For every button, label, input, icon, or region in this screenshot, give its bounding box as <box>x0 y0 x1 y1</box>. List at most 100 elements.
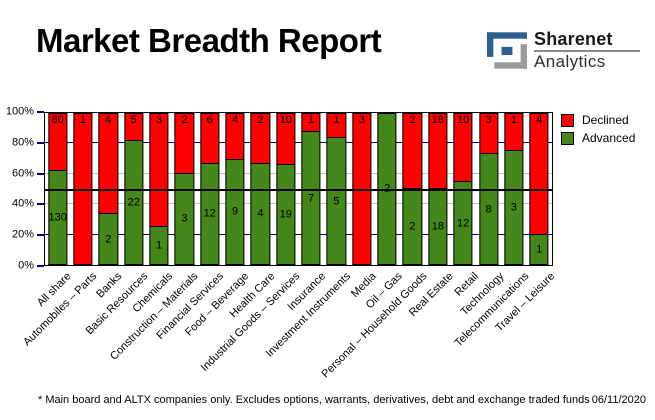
declined-count-label: 1 <box>333 114 340 126</box>
declined-segment <box>478 113 499 155</box>
stacked-bar-16: 18 18 <box>428 113 448 265</box>
bar-slot: 80 130 <box>45 113 70 265</box>
report-date: 06/11/2020 <box>591 394 646 406</box>
gridline-20 <box>45 233 552 235</box>
y-axis-tick-marks <box>37 111 44 267</box>
legend-item-advanced: Advanced <box>561 131 635 145</box>
x-axis-category-labels: All share Automobiles – Parts Banks Basic R… <box>21 268 557 398</box>
advanced-segment <box>301 132 321 265</box>
advanced-segment <box>98 214 118 265</box>
declined-segment <box>200 113 220 164</box>
advanced-count-label: 18 <box>431 220 444 233</box>
y-tick-0 <box>37 265 44 267</box>
advanced-count-label: 8 <box>485 203 492 216</box>
declined-segment <box>301 113 321 132</box>
bar-slot: 5 22 <box>121 113 146 265</box>
advanced-count-label: 7 <box>308 192 315 204</box>
advanced-color-swatch <box>561 131 574 145</box>
legend-item-declined: Declined <box>561 113 635 127</box>
gridline-80 <box>45 142 552 144</box>
footnote: * Main board and ALTX companies only. Ex… <box>38 394 590 406</box>
gridline-60 <box>45 172 552 174</box>
sharenet-logo-text: Sharenet Analytics <box>534 30 640 71</box>
declined-count-label: 18 <box>431 114 444 126</box>
logo-divider <box>534 50 640 52</box>
declined-segment <box>149 113 169 227</box>
declined-color-swatch <box>561 113 574 127</box>
advanced-segment <box>529 234 549 265</box>
declined-count-label: 80 <box>51 114 64 126</box>
advanced-count-label: 22 <box>127 196 140 209</box>
advanced-segment <box>478 154 499 265</box>
declined-segment <box>326 113 347 139</box>
fifty-percent-reference-line <box>45 189 552 191</box>
y-tick-label-0: 0% <box>18 259 34 272</box>
logo-subname: Analytics <box>534 52 606 71</box>
declined-count-label: 2 <box>181 114 188 126</box>
advanced-count-label: 4 <box>257 207 264 220</box>
declined-segment <box>250 113 271 164</box>
declined-count-label: 1 <box>79 114 87 126</box>
y-tick-80 <box>37 141 44 144</box>
declined-count-label: 10 <box>279 114 292 126</box>
y-tick-label-20: 20% <box>11 228 34 241</box>
page-title: Market Breadth Report <box>36 22 382 59</box>
advanced-segment <box>225 159 245 265</box>
y-axis-tick-labels: 0% 20% 40% 60% 80% 100% <box>0 106 34 271</box>
advanced-count-label: 5 <box>333 195 340 208</box>
y-tick-label-100: 100% <box>5 105 34 118</box>
advanced-segment <box>504 151 524 265</box>
advanced-segment <box>48 170 68 265</box>
declined-count-label: 10 <box>457 114 470 126</box>
advanced-count-label: 2 <box>374 183 401 195</box>
advanced-segment <box>124 141 144 265</box>
bar-slot: 18 18 <box>425 113 450 265</box>
declined-segment <box>174 113 195 174</box>
declined-count-label: 1 <box>308 114 315 126</box>
chart-plot-area: 8013014252231236124924101917153222181810… <box>44 112 553 266</box>
declined-segment <box>504 113 524 151</box>
y-tick-label-80: 80% <box>11 136 34 149</box>
advanced-count-label: 1 <box>536 243 543 256</box>
legend-label-declined: Declined <box>582 113 629 127</box>
advanced-count-label: 3 <box>510 201 517 214</box>
y-tick-label-60: 60% <box>11 167 34 180</box>
declined-segment <box>276 113 296 166</box>
declined-count-label: 5 <box>130 114 137 126</box>
declined-segment <box>225 113 245 160</box>
declined-count-label: 3 <box>155 114 163 126</box>
sharenet-logo-icon <box>487 32 527 69</box>
y-tick-20 <box>37 234 44 237</box>
declined-count-label: 1 <box>510 114 517 126</box>
chart-legend: Declined Advanced <box>561 113 635 149</box>
declined-count-label: 2 <box>257 114 264 126</box>
declined-segment <box>402 113 423 189</box>
advanced-count-label: 2 <box>409 220 416 233</box>
advanced-count-label: 12 <box>203 207 216 220</box>
logo-name: Sharenet <box>534 29 613 49</box>
declined-count-label: 4 <box>536 114 543 126</box>
declined-segment <box>124 113 144 142</box>
legend-label-advanced: Advanced <box>582 131 636 145</box>
declined-segment <box>98 113 118 215</box>
y-tick-60 <box>37 172 44 175</box>
stacked-bar-4: 5 22 <box>124 113 144 265</box>
advanced-count-label: 2 <box>105 233 112 246</box>
declined-segment <box>428 113 448 189</box>
